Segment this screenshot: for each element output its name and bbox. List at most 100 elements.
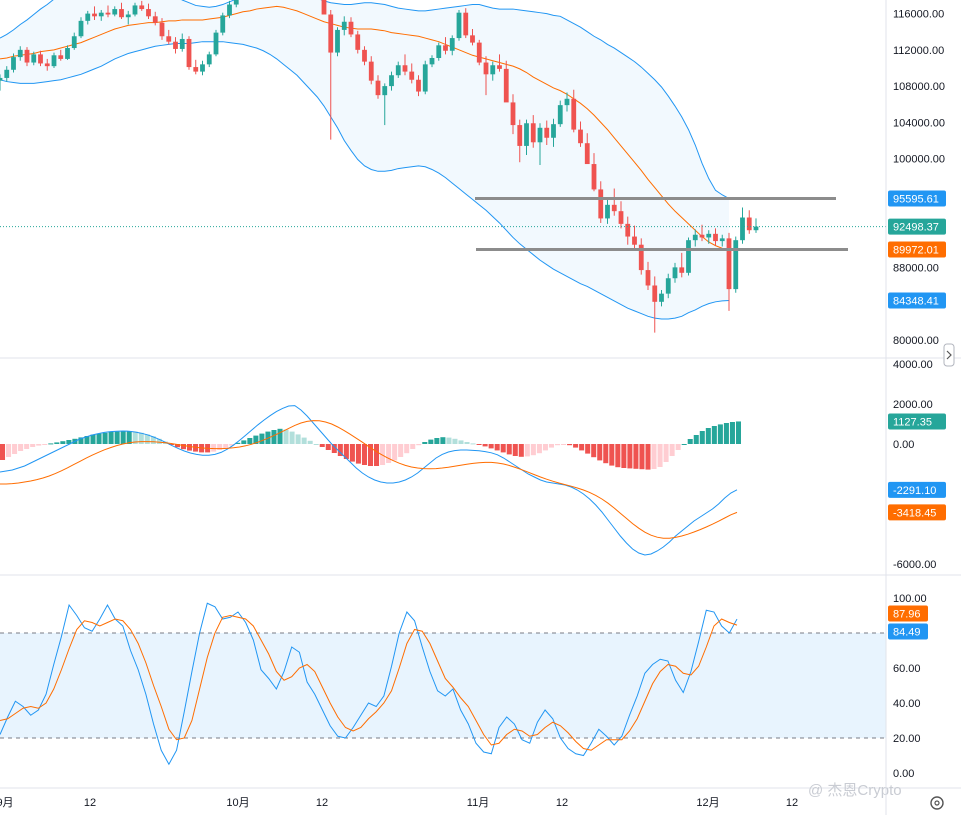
candle[interactable]	[173, 37, 178, 54]
candle[interactable]	[605, 199, 610, 224]
candle[interactable]	[159, 18, 165, 40]
candle[interactable]	[679, 252, 685, 278]
candle[interactable]	[490, 61, 496, 81]
candle[interactable]	[429, 55, 435, 68]
candle[interactable]	[38, 50, 43, 67]
candle[interactable]	[24, 47, 30, 67]
candle[interactable]	[200, 60, 205, 76]
candle[interactable]	[456, 9, 462, 41]
candle[interactable]	[193, 59, 199, 75]
candle[interactable]	[112, 6, 118, 17]
candle[interactable]	[503, 60, 509, 103]
candle[interactable]	[65, 45, 70, 60]
candle[interactable]	[0, 74, 3, 91]
candle[interactable]	[463, 8, 469, 39]
candle[interactable]	[341, 16, 347, 36]
candle[interactable]	[719, 234, 725, 247]
candle[interactable]	[321, 0, 327, 15]
candle[interactable]	[665, 273, 671, 299]
candle[interactable]	[11, 53, 16, 73]
candle[interactable]	[382, 83, 388, 126]
candle[interactable]	[362, 46, 367, 66]
candle[interactable]	[611, 188, 617, 216]
candle[interactable]	[598, 181, 604, 223]
candle[interactable]	[328, 9, 334, 140]
candle[interactable]	[119, 2, 124, 20]
candle[interactable]	[17, 46, 23, 61]
candle[interactable]	[470, 29, 475, 46]
price-panel[interactable]: 116000.00 112000.00 108000.00 104000.00 1000…	[0, 0, 961, 359]
candle[interactable]	[713, 228, 718, 246]
candle[interactable]	[213, 29, 219, 57]
candle[interactable]	[659, 290, 664, 307]
candle[interactable]	[348, 17, 354, 38]
candle[interactable]	[551, 118, 556, 147]
candle[interactable]	[152, 11, 158, 26]
scroll-handle-icon[interactable]	[943, 343, 955, 367]
candle[interactable]	[476, 39, 482, 66]
candle[interactable]	[85, 10, 91, 25]
candle[interactable]	[220, 12, 226, 36]
candle[interactable]	[436, 42, 442, 61]
candle[interactable]	[416, 75, 421, 97]
candle[interactable]	[537, 123, 543, 165]
candle[interactable]	[497, 54, 502, 72]
candle[interactable]	[98, 9, 104, 21]
macd-panel[interactable]: 4000.00 2000.00 0.00 -6000.00 1127.35 -2291.1…	[0, 359, 961, 576]
candle[interactable]	[571, 89, 577, 133]
candle[interactable]	[524, 119, 529, 155]
candle[interactable]	[51, 52, 57, 68]
candle[interactable]	[557, 100, 563, 127]
candle[interactable]	[517, 119, 523, 163]
candle[interactable]	[584, 133, 590, 165]
candle[interactable]	[146, 3, 151, 20]
candle[interactable]	[530, 115, 536, 148]
candle[interactable]	[335, 27, 340, 57]
candle[interactable]	[645, 261, 651, 291]
candle[interactable]	[58, 49, 64, 61]
candle[interactable]	[409, 63, 415, 84]
candle[interactable]	[166, 29, 172, 45]
candle[interactable]	[726, 232, 732, 311]
candle[interactable]	[375, 75, 381, 99]
candle[interactable]	[740, 207, 745, 244]
candle[interactable]	[632, 225, 637, 251]
candle[interactable]	[186, 36, 192, 70]
candle[interactable]	[652, 276, 658, 333]
candle[interactable]	[389, 71, 394, 91]
candle[interactable]	[132, 2, 138, 17]
candle[interactable]	[422, 60, 428, 95]
candle[interactable]	[179, 33, 185, 52]
candle[interactable]	[578, 121, 583, 147]
candle[interactable]	[395, 61, 401, 78]
candle[interactable]	[672, 262, 678, 283]
candle[interactable]	[706, 230, 712, 244]
candle[interactable]	[753, 218, 759, 233]
candle[interactable]	[692, 229, 698, 247]
candle[interactable]	[544, 120, 550, 146]
candle[interactable]	[139, 0, 145, 11]
candle[interactable]	[206, 51, 212, 68]
candle[interactable]	[44, 58, 50, 71]
candle[interactable]	[591, 153, 597, 192]
candle[interactable]	[78, 17, 84, 39]
settings-gear-icon[interactable]	[930, 796, 944, 810]
candle[interactable]	[227, 0, 232, 19]
candle[interactable]	[368, 56, 374, 85]
candle[interactable]	[638, 238, 644, 275]
candle[interactable]	[483, 56, 489, 96]
candle[interactable]	[686, 237, 691, 276]
candle[interactable]	[355, 30, 361, 54]
candle[interactable]	[4, 66, 10, 82]
candle[interactable]	[733, 236, 739, 293]
candle[interactable]	[699, 224, 705, 242]
candle[interactable]	[125, 10, 131, 25]
candle[interactable]	[443, 37, 448, 55]
candle[interactable]	[618, 201, 624, 229]
candle[interactable]	[105, 5, 111, 18]
candle[interactable]	[31, 51, 37, 66]
candle[interactable]	[510, 94, 516, 135]
candle[interactable]	[625, 216, 631, 245]
